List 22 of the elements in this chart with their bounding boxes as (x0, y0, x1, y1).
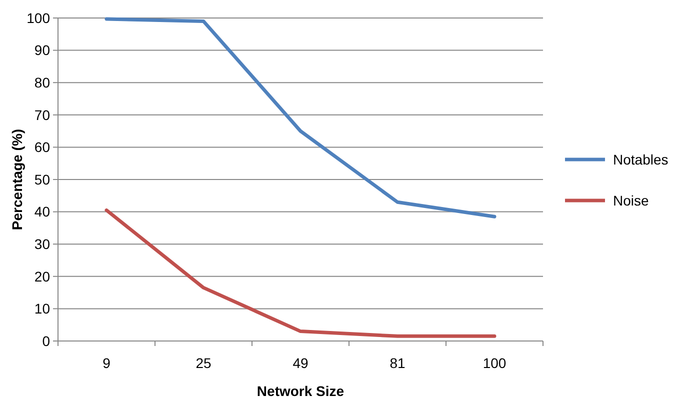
x-tick-label: 100 (482, 355, 506, 371)
y-tick-label: 10 (34, 300, 50, 317)
line-series (104, 208, 496, 338)
x-tick-label: 25 (196, 355, 212, 371)
y-tick-label: 20 (34, 268, 50, 284)
y-tick-label: 70 (34, 106, 50, 123)
x-tick-label: 81 (390, 355, 406, 371)
x-axis-title: Network Size (256, 383, 344, 399)
y-tick-label: 100 (26, 10, 50, 26)
y-axis-title: Percentage (%) (9, 128, 25, 230)
y-tick-label: 80 (34, 74, 50, 90)
y-tick-label: 90 (34, 42, 50, 58)
y-tick-label: 30 (34, 236, 50, 252)
y-tick-label: 0 (42, 332, 50, 349)
x-tick-label: 9 (102, 355, 111, 371)
legend-label: Noise (613, 192, 650, 208)
legend-label: Notables (613, 151, 668, 168)
line-series (104, 17, 496, 218)
y-tick-label: 60 (34, 139, 50, 156)
y-tick-label: 40 (34, 204, 50, 220)
x-tick-label: 49 (292, 355, 308, 371)
y-tick-label: 50 (34, 171, 50, 188)
